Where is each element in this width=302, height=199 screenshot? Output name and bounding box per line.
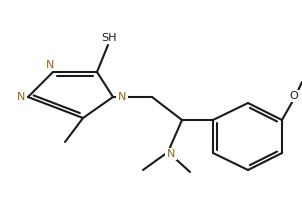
Text: SH: SH: [101, 33, 117, 43]
Text: N: N: [118, 92, 126, 102]
Text: N: N: [167, 149, 175, 159]
Text: N: N: [46, 60, 54, 70]
Text: O: O: [290, 91, 298, 101]
Text: N: N: [17, 92, 25, 102]
